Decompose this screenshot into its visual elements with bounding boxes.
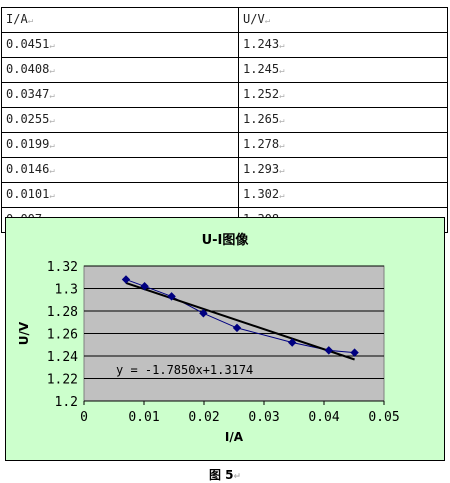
paragraph-mark: ↵ (49, 41, 55, 51)
chart-figure: U-I图像 1.2 1.22 1.24 1.26 1.28 1.3 1.32 0 0.01 0.02… (5, 217, 445, 461)
x-tick-label: 0.01 (128, 410, 159, 425)
cell-voltage: 1.278↵ (238, 132, 448, 158)
paragraph-mark: ↵ (279, 91, 285, 101)
cell-voltage: 1.243↵ (238, 32, 448, 58)
table-row: 0.0347↵ 1.252↵ (1, 82, 448, 108)
header-cell-current: I/A↵ (1, 7, 239, 33)
paragraph-mark: ↵ (49, 66, 55, 76)
x-tick-label: 0.03 (248, 410, 279, 425)
data-point (167, 292, 176, 301)
data-point (287, 338, 297, 347)
cell-voltage: 1.245↵ (238, 57, 448, 83)
cell-current: 0.0199↵ (1, 132, 239, 158)
paragraph-mark: ↵ (49, 91, 55, 101)
paragraph-mark: ↵ (279, 166, 285, 176)
paragraph-mark: ↵ (27, 16, 34, 26)
data-point (199, 309, 208, 318)
x-tick-label: 0.02 (188, 410, 219, 425)
cell-text: U/V (243, 12, 265, 26)
paragraph-mark: ↵ (49, 166, 55, 176)
paragraph-mark: ↵ (279, 141, 285, 151)
cell-text: 0.0408 (6, 62, 50, 76)
cell-text: 0.0255 (6, 112, 50, 126)
data-point (121, 275, 131, 284)
cell-voltage: 1.302↵ (238, 182, 448, 208)
paragraph-mark: ↵ (264, 16, 271, 26)
y-tick-label: 1.24 (47, 350, 78, 365)
x-tick-label: 0.04 (308, 410, 339, 425)
table-row: 0.0146↵ 1.293↵ (1, 157, 448, 183)
cell-text: 1.302 (243, 187, 280, 201)
x-axis-label: I/A (225, 430, 244, 444)
cell-text: 1.293 (243, 162, 280, 176)
y-tick-label: 1.28 (47, 305, 78, 320)
cell-voltage: 1.265↵ (238, 107, 448, 133)
figure-caption-text: 图 5 (208, 468, 234, 482)
table-row: 0.0199↵ 1.278↵ (1, 132, 448, 158)
paragraph-mark: ↵ (49, 191, 55, 201)
data-point (232, 323, 242, 333)
cell-text: 1.245 (243, 62, 280, 76)
chart-title: U-I图像 (202, 232, 250, 248)
cell-current: 0.0347↵ (1, 82, 239, 108)
cell-text: 0.0101 (6, 187, 50, 201)
table-row: 0.0408↵ 1.245↵ (1, 57, 448, 83)
cell-text: 0.0347 (6, 87, 50, 101)
cell-text: 0.0451 (6, 37, 50, 51)
cell-current: 0.0255↵ (1, 107, 239, 133)
paragraph-mark: ↵ (279, 66, 285, 76)
table-row: 0.0451↵ 1.243↵ (1, 32, 448, 58)
y-tick-label: 1.2 (55, 395, 78, 410)
cell-text: 0.0146 (6, 162, 50, 176)
paragraph-mark: ↵ (279, 191, 285, 201)
trendline-equation: y = -1.7850x+1.3174 (116, 363, 253, 377)
u-i-chart: U-I图像 1.2 1.22 1.24 1.26 1.28 1.3 1.32 0 0.01 0.02… (17, 232, 400, 444)
cell-text: 0.0199 (6, 137, 50, 151)
cell-current: 0.0146↵ (1, 157, 239, 183)
cell-text: 1.243 (243, 37, 280, 51)
figure-caption: 图 5↵ (0, 466, 450, 483)
table-row: 0.0255↵ 1.265↵ (1, 107, 448, 133)
table-header-row: I/A↵ U/V↵ (1, 7, 448, 33)
data-point (350, 348, 359, 357)
data-point (324, 346, 334, 355)
x-tick-label: 0.05 (368, 410, 399, 425)
cell-current: 0.0101↵ (1, 182, 239, 208)
header-cell-voltage: U/V↵ (238, 7, 448, 33)
cell-text: 1.265 (243, 112, 280, 126)
y-axis-label: U/V (17, 321, 31, 345)
paragraph-mark: ↵ (49, 141, 55, 151)
cell-text: 1.278 (243, 137, 280, 151)
paragraph-mark: ↵ (279, 116, 285, 126)
data-point (140, 282, 149, 291)
y-tick-label: 1.22 (47, 373, 78, 388)
y-tick-label: 1.3 (55, 283, 78, 298)
cell-text: I/A (6, 12, 28, 26)
paragraph-mark: ↵ (49, 116, 55, 126)
cell-voltage: 1.293↵ (238, 157, 448, 183)
data-table: I/A↵ U/V↵ 0.0451↵ 1.243↵ 0.0408↵ 1.245↵ 0.0347… (1, 7, 448, 233)
trendline (125, 282, 355, 361)
paragraph-mark: ↵ (279, 41, 285, 51)
cell-current: 0.0451↵ (1, 32, 239, 58)
cell-text: 1.252 (243, 87, 280, 101)
table-row: 0.0101↵ 1.302↵ (1, 182, 448, 208)
cell-voltage: 1.252↵ (238, 82, 448, 108)
paragraph-mark: ↵ (233, 472, 242, 482)
y-tick-label: 1.26 (47, 328, 78, 343)
y-tick-label: 1.32 (47, 260, 78, 275)
x-tick-label: 0 (80, 410, 88, 425)
cell-current: 0.0408↵ (1, 57, 239, 83)
